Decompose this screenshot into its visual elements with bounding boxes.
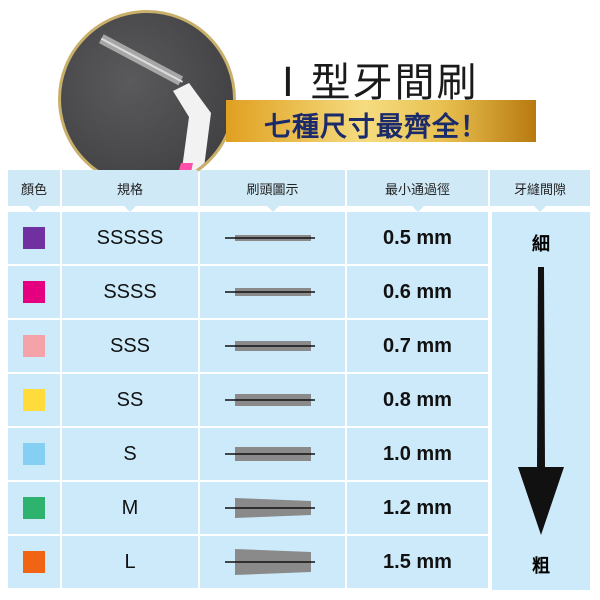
table-row-size: SSS — [62, 320, 198, 372]
table-row-size: L — [62, 536, 198, 588]
color-swatch: #ffdc3c — [23, 389, 45, 411]
table-row-diameter: 0.8 mm — [347, 374, 488, 426]
table-row-diameter: 1.5 mm — [347, 536, 488, 588]
table-row-size: SS — [62, 374, 198, 426]
product-photo — [58, 10, 236, 188]
header-gap: 牙縫間隙 — [490, 170, 590, 212]
table-row-size: M — [62, 482, 198, 534]
header-color: 顏色 — [8, 170, 60, 212]
table-row-brush — [200, 212, 345, 264]
table-row-size: SSSS — [62, 266, 198, 318]
brush-head-icon — [224, 447, 315, 461]
size-label: SSSS — [103, 280, 157, 303]
color-swatch: #2db36e — [23, 497, 45, 519]
diameter-value: 1.5 mm — [383, 550, 452, 573]
brush-head-icon — [224, 235, 315, 241]
diameter-value: 0.7 mm — [383, 334, 452, 357]
header-brush: 刷頭圖示 — [200, 170, 345, 212]
diameter-value: 1.2 mm — [383, 496, 452, 519]
table-row-color: #ffdc3c — [8, 374, 60, 426]
header-size: 規格 — [62, 170, 198, 212]
brush-head-icon — [224, 341, 315, 351]
arrow-down-icon — [518, 267, 564, 535]
brush-photo-icon — [98, 34, 211, 185]
banner-text: 七種尺寸最齊全！ — [264, 112, 488, 143]
table-row-diameter: 0.5 mm — [347, 212, 488, 264]
brush-head-icon — [224, 549, 315, 575]
diameter-value: 0.6 mm — [383, 280, 452, 303]
diameter-value: 0.5 mm — [383, 226, 452, 249]
size-label: L — [124, 550, 136, 573]
table-row-diameter: 1.0 mm — [347, 428, 488, 480]
table-row-color: #f4a3a8 — [8, 320, 60, 372]
brush-head-icon — [224, 288, 315, 296]
page-title: I 型牙間刷 — [282, 60, 479, 106]
diameter-value: 0.8 mm — [383, 388, 452, 411]
table-row-color: #2db36e — [8, 482, 60, 534]
gap-column: 細 粗 — [492, 212, 590, 590]
gap-fine: 細 — [532, 234, 550, 255]
table-row-color: #f06414 — [8, 536, 60, 588]
table-row-brush — [200, 536, 345, 588]
table-row-brush — [200, 482, 345, 534]
table-row-brush — [200, 428, 345, 480]
table-row-color: #7030a0 — [8, 212, 60, 264]
table-row-brush — [200, 374, 345, 426]
color-swatch: #e4007f — [23, 281, 45, 303]
color-swatch: #f4a3a8 — [23, 335, 45, 357]
table-row-brush — [200, 266, 345, 318]
table-row-diameter: 1.2 mm — [347, 482, 488, 534]
size-label: S — [123, 442, 137, 465]
table-row-color: #84cff2 — [8, 428, 60, 480]
header-diameter: 最小通過徑 — [347, 170, 488, 212]
table-row-diameter: 0.6 mm — [347, 266, 488, 318]
gap-coarse: 粗 — [532, 556, 550, 577]
table-row-size: SSSSS — [62, 212, 198, 264]
table-row-diameter: 0.7 mm — [347, 320, 488, 372]
size-label: SS — [116, 388, 144, 411]
diameter-value: 1.0 mm — [383, 442, 452, 465]
brush-head-icon — [224, 394, 315, 406]
size-label: SSSSS — [96, 226, 164, 249]
size-label: SSS — [109, 334, 151, 357]
table-row-color: #e4007f — [8, 266, 60, 318]
color-swatch: #f06414 — [23, 551, 45, 573]
size-label: M — [121, 496, 139, 519]
color-swatch: #7030a0 — [23, 227, 45, 249]
banner: 七種尺寸最齊全！ — [226, 100, 536, 143]
brush-head-icon — [224, 498, 315, 518]
color-swatch: #84cff2 — [23, 443, 45, 465]
table-row-size: S — [62, 428, 198, 480]
table-row-brush — [200, 320, 345, 372]
